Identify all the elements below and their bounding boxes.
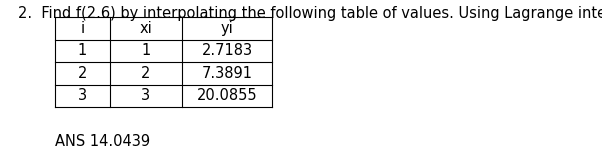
Text: 2.  Find f(2.6) by interpolating the following table of values. Using Lagrange i: 2. Find f(2.6) by interpolating the foll… xyxy=(18,6,602,21)
Text: 3: 3 xyxy=(78,88,87,103)
Text: 2: 2 xyxy=(141,66,150,81)
Text: 2: 2 xyxy=(78,66,87,81)
Text: ANS 14.0439: ANS 14.0439 xyxy=(55,134,150,149)
Text: 3: 3 xyxy=(141,88,150,103)
Text: 1: 1 xyxy=(141,43,150,58)
Text: 1: 1 xyxy=(78,43,87,58)
Text: 2.7183: 2.7183 xyxy=(202,43,253,58)
Text: yi: yi xyxy=(220,21,234,36)
Text: xi: xi xyxy=(140,21,152,36)
Text: 20.0855: 20.0855 xyxy=(197,88,257,103)
Text: 7.3891: 7.3891 xyxy=(202,66,252,81)
Text: i: i xyxy=(81,21,84,36)
